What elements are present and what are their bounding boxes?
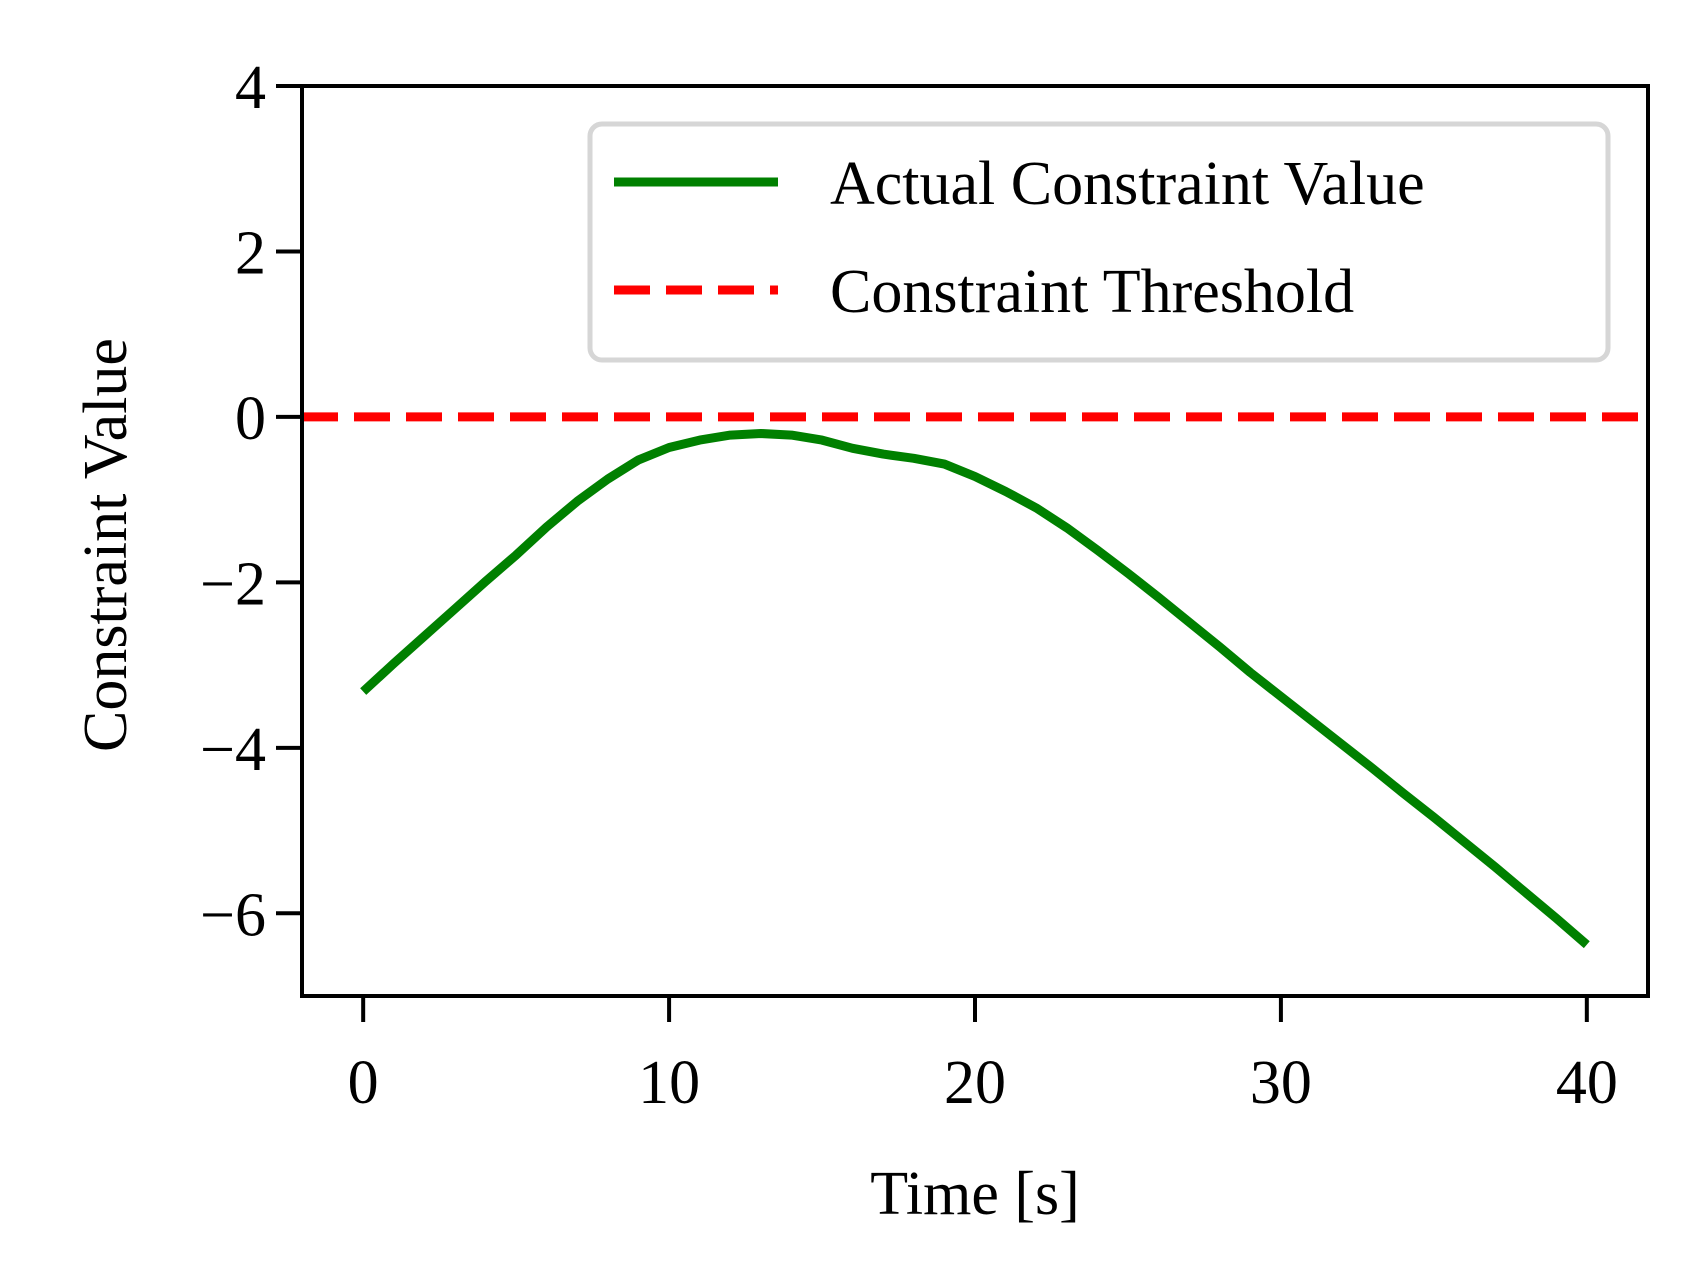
y-tick-label: 0 [235, 385, 266, 453]
legend: Actual Constraint Value Constraint Thresh… [587, 121, 1611, 363]
x-axis-label: Time [s] [870, 1160, 1080, 1228]
series-line-actual [360, 429, 1590, 949]
y-tick-label: −6 [200, 881, 266, 949]
x-tick-label: 0 [348, 1049, 379, 1117]
y-tick-label: −4 [200, 716, 266, 784]
x-tick-label: 40 [1556, 1049, 1618, 1117]
y-tick-label: −2 [200, 550, 266, 618]
y-tick-label: 2 [235, 219, 266, 287]
legend-entry-label: Actual Constraint Value [830, 150, 1425, 218]
legend-box [587, 121, 1611, 363]
x-tick-label: 20 [944, 1049, 1006, 1117]
legend-entry-label: Constraint Threshold [830, 258, 1354, 326]
y-tick-label: 4 [235, 54, 266, 122]
series-lines [302, 412, 1648, 949]
x-tick-label: 10 [638, 1049, 700, 1117]
y-axis-label: Constraint Value [72, 338, 140, 752]
x-tick-label: 30 [1250, 1049, 1312, 1117]
